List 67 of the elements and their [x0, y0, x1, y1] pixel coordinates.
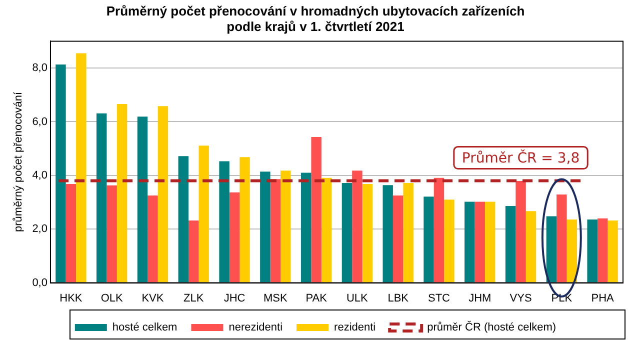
bar	[321, 178, 332, 282]
x-tick-label: VYS	[510, 292, 532, 304]
x-tick-label: PHA	[591, 292, 615, 304]
legend-label: průměr ČR (hosté celkem)	[427, 320, 556, 334]
x-tick-label: MSK	[263, 292, 288, 304]
bar	[403, 182, 414, 282]
annotation: Průměr ČR = 3,8	[462, 149, 580, 166]
bar	[260, 172, 270, 282]
bar	[76, 53, 86, 282]
bar	[434, 178, 444, 282]
bar	[546, 216, 557, 282]
bar	[148, 196, 158, 282]
legend-label: nerezidenti	[228, 322, 283, 334]
y-tick-label: 6,0	[32, 116, 48, 128]
y-tick-label: 8,0	[32, 62, 48, 74]
bar	[178, 156, 189, 282]
bar	[106, 185, 117, 282]
bar	[608, 220, 618, 282]
bar	[556, 194, 567, 282]
bar	[56, 64, 66, 282]
y-tick-label: 4,0	[32, 169, 48, 182]
bar	[96, 113, 107, 282]
x-tick-label: JHM	[468, 292, 492, 304]
bar	[158, 106, 168, 282]
y-tick-label: 2,0	[32, 223, 48, 236]
bar	[464, 202, 475, 282]
legend-label: hosté celkem	[112, 322, 178, 334]
bar	[566, 219, 577, 282]
bar	[444, 200, 454, 282]
x-tick-label: OLK	[100, 292, 124, 304]
y-axis-title: průměrný počet přenocování	[12, 91, 25, 232]
x-tick-label: STC	[428, 292, 450, 304]
bar	[382, 185, 393, 282]
legend-label: rezidenti	[334, 322, 376, 334]
bar	[392, 196, 404, 282]
bar	[597, 218, 608, 282]
bar	[219, 161, 230, 282]
bar	[311, 137, 322, 282]
bar	[342, 182, 352, 282]
bar	[270, 179, 281, 282]
bar	[280, 170, 291, 282]
bar	[505, 206, 516, 282]
x-tick-label: LBK	[388, 292, 410, 304]
bar	[587, 219, 598, 282]
bar	[229, 192, 240, 282]
bar	[66, 184, 76, 282]
bar	[300, 172, 312, 282]
bar	[362, 184, 373, 282]
x-tick-label: ZLK	[184, 292, 204, 304]
x-tick-label: ULK	[346, 292, 369, 304]
x-tick-label: KVK	[142, 292, 164, 304]
chart-title: Průměrný počet přenocování v hromadných ubytovacích zařízeních podle krajů v 1. čtvrtletí 2021	[106, 3, 525, 34]
bar	[240, 157, 250, 282]
x-tick-label: PAK	[306, 292, 328, 304]
bar	[116, 104, 128, 282]
bar	[424, 196, 434, 282]
bar	[137, 116, 148, 282]
bar	[484, 202, 496, 282]
bar	[474, 202, 485, 282]
bar	[198, 146, 209, 282]
bar	[516, 181, 526, 282]
y-tick-label: 0,0	[32, 276, 48, 289]
x-tick-label: HKK	[60, 292, 83, 304]
bar	[352, 170, 362, 282]
bar	[188, 220, 199, 282]
x-tick-label: JHC	[224, 292, 246, 304]
bar	[526, 211, 536, 282]
